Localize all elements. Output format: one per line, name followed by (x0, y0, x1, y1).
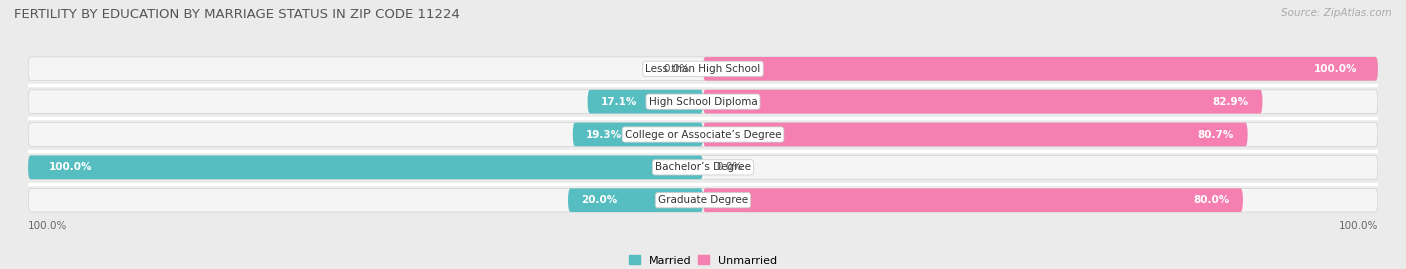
FancyBboxPatch shape (28, 155, 703, 179)
Text: College or Associate’s Degree: College or Associate’s Degree (624, 129, 782, 140)
Text: Less than High School: Less than High School (645, 64, 761, 74)
FancyBboxPatch shape (703, 57, 1378, 81)
Text: Source: ZipAtlas.com: Source: ZipAtlas.com (1281, 8, 1392, 18)
FancyBboxPatch shape (28, 155, 1378, 179)
Text: 100.0%: 100.0% (1315, 64, 1358, 74)
FancyBboxPatch shape (28, 57, 1378, 81)
Text: 20.0%: 20.0% (582, 195, 617, 205)
Text: 0.0%: 0.0% (717, 162, 742, 172)
Text: 19.3%: 19.3% (586, 129, 623, 140)
Text: 80.0%: 80.0% (1194, 195, 1229, 205)
FancyBboxPatch shape (568, 188, 703, 212)
FancyBboxPatch shape (703, 90, 1263, 114)
Text: 82.9%: 82.9% (1213, 97, 1249, 107)
Text: 100.0%: 100.0% (28, 221, 67, 231)
Text: Bachelor’s Degree: Bachelor’s Degree (655, 162, 751, 172)
FancyBboxPatch shape (703, 123, 1247, 146)
FancyBboxPatch shape (703, 188, 1243, 212)
Text: 17.1%: 17.1% (602, 97, 637, 107)
Text: 0.0%: 0.0% (664, 64, 689, 74)
Text: High School Diploma: High School Diploma (648, 97, 758, 107)
Text: 100.0%: 100.0% (1339, 221, 1378, 231)
Text: 80.7%: 80.7% (1198, 129, 1234, 140)
FancyBboxPatch shape (28, 123, 1378, 146)
Text: Graduate Degree: Graduate Degree (658, 195, 748, 205)
FancyBboxPatch shape (572, 123, 703, 146)
Text: 100.0%: 100.0% (48, 162, 91, 172)
Text: FERTILITY BY EDUCATION BY MARRIAGE STATUS IN ZIP CODE 11224: FERTILITY BY EDUCATION BY MARRIAGE STATU… (14, 8, 460, 21)
FancyBboxPatch shape (28, 188, 1378, 212)
FancyBboxPatch shape (28, 90, 1378, 114)
Legend: Married, Unmarried: Married, Unmarried (624, 251, 782, 269)
FancyBboxPatch shape (588, 90, 703, 114)
